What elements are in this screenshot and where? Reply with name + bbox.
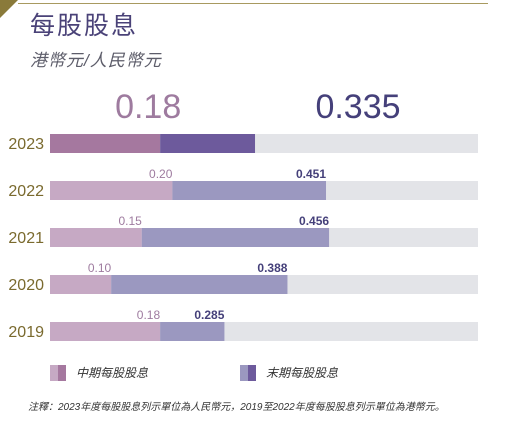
legend-swatch-final-dark [248,364,256,381]
interim-value-2022: 0.20 [149,167,173,181]
year-label-2023: 2023 [8,136,44,153]
legend-final: 末期每股股息 [240,364,338,381]
interim-value-2021: 0.15 [118,214,142,228]
header-rule [18,3,488,4]
legend-swatch-interim-dark [58,364,66,381]
final-value-2022: 0.451 [296,167,326,181]
final-value-2021: 0.456 [299,214,329,228]
final-value-2023: 0.335 [315,88,400,126]
bar-final-2022 [172,181,327,200]
bar-final-2019 [160,322,225,341]
chart-legend: 中期每股股息 末期每股股息 [0,364,512,384]
unit-subtitle: 港幣元/人民幣元 [30,51,162,70]
bar-final-2023 [160,134,256,153]
bar-interim-2021 [50,228,142,247]
bar-interim-2023 [50,134,161,153]
interim-value-2023: 0.18 [115,88,181,126]
year-label-2020: 2020 [8,277,44,294]
final-value-2020: 0.388 [257,261,287,275]
legend-label-final: 末期每股股息 [266,366,339,380]
footnote: 注釋：2023年度每股股息列示單位為人民幣元，2019至2022年度每股股息列示… [28,402,445,413]
interim-value-2019: 0.18 [137,308,161,322]
bar-final-2021 [141,228,330,247]
legend-interim: 中期每股股息 [50,364,148,381]
dividend-bar-chart: 2023 0.18 0.335 2022 0.20 0.451 2021 0.15 0.456 2… [8,88,478,341]
final-value-2019: 0.285 [194,308,224,322]
year-label-2022: 2022 [8,183,44,200]
bar-interim-2020 [50,275,112,294]
year-label-2019: 2019 [8,324,44,341]
bar-final-2020 [111,275,288,294]
corner-triangle [0,0,18,18]
legend-label-interim: 中期每股股息 [76,366,149,380]
year-label-2021: 2021 [8,230,44,247]
interim-value-2020: 0.10 [88,261,112,275]
bar-interim-2019 [50,322,161,341]
legend-swatch-final-light [240,364,248,381]
legend-swatch-interim-light [50,364,58,381]
page-title: 每股股息 [30,12,139,40]
bar-interim-2022 [50,181,173,200]
